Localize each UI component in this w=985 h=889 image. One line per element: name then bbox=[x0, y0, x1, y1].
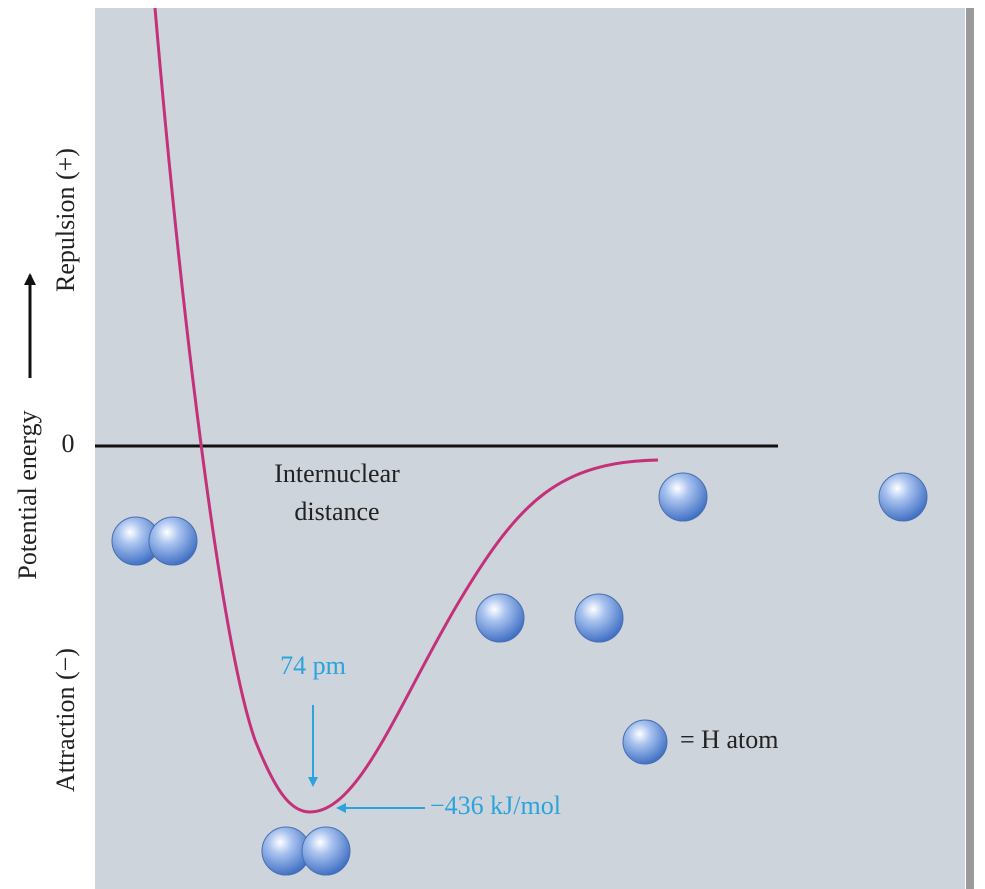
diagram: 0 Repulsion (+) Potential energy Attract… bbox=[0, 0, 985, 889]
atom bbox=[149, 517, 197, 565]
attraction-label: Attraction (−) bbox=[51, 648, 80, 792]
zero-label: 0 bbox=[62, 429, 75, 458]
x-label: Internuclear bbox=[274, 459, 400, 488]
panel bbox=[95, 8, 965, 889]
bond-energy: −436 kJ/mol bbox=[430, 791, 561, 820]
page: {"axis": {"zero": "0", "upper": "Repulsi… bbox=[0, 0, 985, 889]
panel-border bbox=[966, 8, 974, 889]
x-label: distance bbox=[294, 497, 379, 526]
bond-length: 74 pm bbox=[280, 651, 346, 680]
atom bbox=[302, 827, 350, 875]
atom bbox=[476, 594, 524, 642]
atom bbox=[575, 594, 623, 642]
legend-label: = H atom bbox=[680, 725, 778, 754]
atom bbox=[659, 473, 707, 521]
axis-title: Potential energy bbox=[13, 410, 42, 579]
repulsion-label: Repulsion (+) bbox=[51, 148, 80, 292]
atom bbox=[879, 473, 927, 521]
legend-atom bbox=[623, 720, 667, 764]
